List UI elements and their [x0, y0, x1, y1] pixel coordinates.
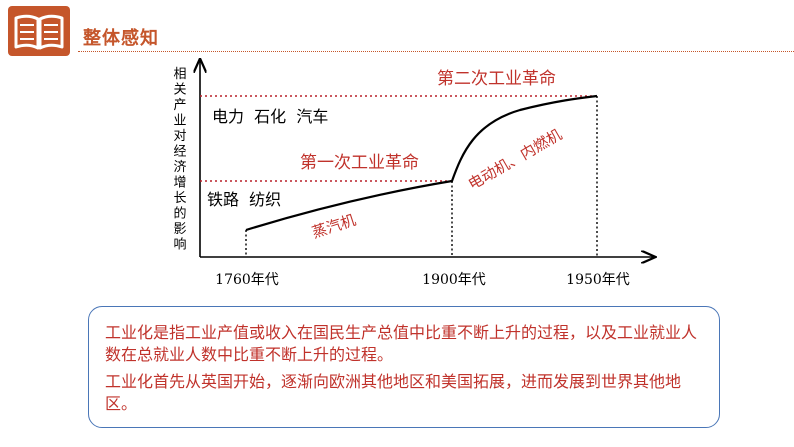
section-title: 整体感知 — [83, 28, 159, 49]
y-axis-label-char: 关 — [173, 83, 186, 98]
note-paragraph: 工业化是指工业产值或收入在国民生产总值中比重不断上升的过程，以及工业就业人数在总… — [105, 323, 698, 364]
y-axis-label-char: 影 — [173, 222, 186, 237]
growth-curve — [245, 94, 598, 232]
x-tick-label: 1760年代 — [215, 272, 279, 288]
y-axis-label-char: 长 — [173, 191, 186, 206]
y-axis-label-char: 业 — [173, 114, 186, 129]
y-axis-label-char: 增 — [173, 176, 186, 191]
definition-note-box: 工业化是指工业产值或收入在国民生产总值中比重不断上升的过程，以及工业就业人数在总… — [88, 306, 720, 428]
y-axis-label-char: 的 — [173, 206, 186, 222]
y-axis-label-char: 经 — [173, 145, 186, 160]
x-tick-label: 1900年代 — [422, 272, 486, 288]
second-revolution-technology: 电动机、内燃机 — [465, 125, 565, 193]
section-badge — [8, 6, 70, 56]
industrialization-chart: 相关产业对经济增长的影响 电力 石化 汽车 铁路 纺织 第二次工业革命 第一次工… — [173, 58, 794, 288]
y-axis-label-char: 济 — [173, 160, 186, 175]
first-revolution-name: 第一次工业革命 — [300, 153, 419, 173]
y-axis-label-char: 相 — [173, 67, 186, 82]
first-revolution-technology: 蒸汽机 — [310, 211, 358, 242]
open-book-icon — [14, 14, 64, 50]
y-axis-label-char: 响 — [173, 237, 186, 253]
second-revolution-name: 第二次工业革命 — [437, 69, 556, 89]
y-axis-label-char: 产 — [173, 98, 186, 113]
note-paragraph: 工业化首先从英国开始，逐渐向欧洲其他地区和美国拓展，进而发展到世界其他地区。 — [105, 372, 682, 413]
first-revolution-industries: 铁路 纺织 — [207, 190, 281, 209]
y-axis-label-char: 对 — [173, 129, 186, 144]
second-revolution-industries: 电力 石化 汽车 — [212, 107, 328, 126]
title-divider — [78, 51, 794, 52]
header-bar: 整体感知 — [0, 0, 794, 58]
x-tick-label: 1950年代 — [566, 272, 630, 288]
y-axis-label: 相关产业对经济增长的影响 — [173, 67, 186, 253]
